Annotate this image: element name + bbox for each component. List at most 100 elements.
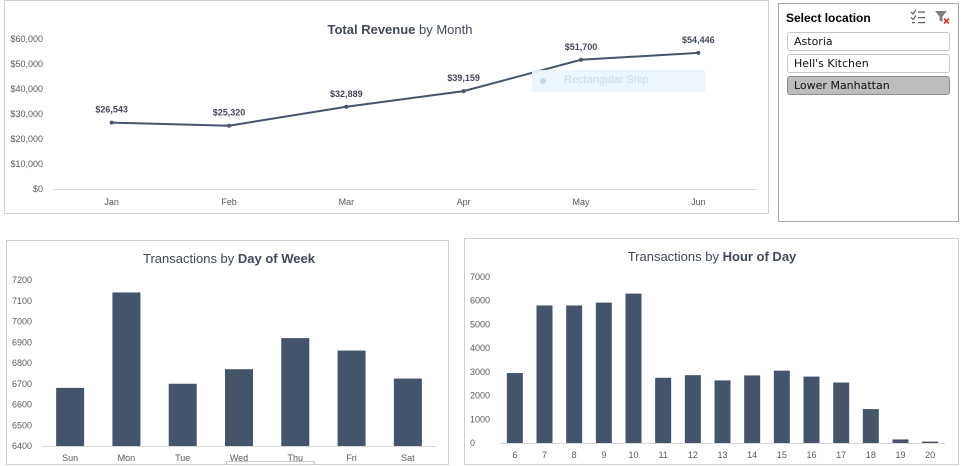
y-tick-label: 7000 (12, 317, 32, 327)
y-tick-label: 7100 (12, 296, 32, 306)
y-tick-label: $30,000 (10, 109, 43, 119)
y-tick-label: 1000 (470, 414, 490, 424)
y-tick-label: 7200 (12, 275, 32, 285)
chart-title-hour-of-day: Transactions by Hour of Day (628, 249, 797, 264)
y-tick-label: $10,000 (10, 159, 43, 169)
bar-9 (595, 302, 612, 443)
snip-label: Rectangular Snip (564, 74, 649, 86)
y-tick-label: $50,000 (10, 59, 43, 69)
revenue-chart-panel[interactable]: Total Revenue by Month $0 $10,000 $20,000 $3… (4, 0, 769, 214)
bar-Thu (281, 338, 310, 446)
x-tick-label: 14 (747, 450, 757, 460)
point-May (579, 57, 583, 62)
x-tick-label: 6 (512, 450, 517, 460)
x-tick-label: 10 (628, 450, 638, 460)
x-tick-label: May (572, 197, 590, 207)
hour-of-day-chart-panel[interactable]: Transactions by Hour of Day 0 1000 2000 3000… (464, 238, 959, 465)
y-tick-label: 6500 (12, 420, 32, 430)
x-tick-label: Jun (691, 197, 706, 207)
point-Mar (344, 104, 349, 109)
hour-of-day-chart: Transactions by Hour of Day 0 1000 2000 3000… (470, 249, 945, 460)
x-tick-label: Jan (104, 197, 119, 207)
x-tick-label: Sun (62, 453, 78, 463)
y-tick-label: 6400 (12, 441, 32, 451)
x-tick-label: 19 (895, 450, 905, 460)
y-tick-label: 6800 (12, 358, 32, 368)
x-tick-label: 13 (717, 450, 727, 460)
data-label: $54,446 (682, 35, 715, 45)
x-tick-label: Tue (175, 453, 190, 463)
slicer-title: Select location (786, 11, 871, 25)
slicer-item-astoria[interactable]: Astoria (787, 32, 950, 51)
bar-Sun (56, 387, 85, 446)
bar-Tue (168, 383, 197, 446)
y-tick-label: 4000 (470, 343, 490, 353)
bar-6 (506, 373, 523, 443)
data-label: $25,320 (213, 108, 246, 118)
point-Apr (461, 89, 466, 94)
snip-icon (540, 78, 546, 84)
bar-12 (684, 375, 701, 443)
point-Jun (696, 50, 701, 55)
x-tick-label: 17 (836, 450, 846, 460)
revenue-line (111, 51, 699, 127)
y-tick-label: 6700 (12, 379, 32, 389)
x-tick-label: Fri (346, 453, 357, 463)
clear-filter-icon[interactable] (934, 9, 950, 25)
x-tick-label: 18 (866, 450, 876, 460)
data-label: $32,889 (330, 89, 363, 99)
y-tick-label: 5000 (470, 319, 490, 329)
chart-title-day-of-week: Transactions by Day of Week (143, 251, 316, 266)
bar-11 (655, 377, 672, 443)
bar-18 (862, 409, 879, 443)
bar-13 (714, 380, 731, 443)
rectangular-snip-overlay: Rectangular Snip (532, 70, 705, 92)
y-tick-label: 2000 (470, 391, 490, 401)
y-tick-label: 6600 (12, 400, 32, 410)
location-slicer[interactable]: Select location Astoria Hell's Kitchen L… (778, 3, 959, 222)
x-tick-label: 9 (601, 450, 606, 460)
bar-20 (922, 441, 939, 443)
x-tick-label: Apr (457, 197, 471, 207)
slicer-header: Select location (779, 4, 958, 30)
x-tick-label: 12 (688, 450, 698, 460)
multi-select-icon[interactable] (910, 9, 926, 25)
bar-16 (803, 376, 820, 443)
data-label: $26,543 (95, 105, 128, 115)
y-tick-label: 3000 (470, 367, 490, 377)
chart-title-revenue: Total Revenue by Month (328, 22, 473, 37)
bar-19 (892, 439, 909, 443)
y-tick-label: $40,000 (10, 84, 43, 94)
x-tick-label: 8 (572, 450, 577, 460)
y-tick-label: 0 (470, 438, 475, 448)
x-tick-label: Wed (230, 453, 248, 463)
y-tick-label: $0 (33, 184, 43, 194)
bar-Wed (225, 369, 253, 446)
data-label: $51,700 (565, 42, 598, 52)
bar-8 (566, 305, 583, 443)
bar-Mon (112, 292, 141, 446)
y-tick-label: $20,000 (10, 134, 43, 144)
day-of-week-chart-panel[interactable]: Transactions by Day of Week 6400 6500 6600 6… (6, 240, 449, 465)
x-tick-label: Sat (401, 453, 415, 463)
y-tick-label: 6900 (12, 337, 32, 347)
x-tick-label: 20 (925, 450, 935, 460)
bar-Sat (393, 378, 422, 446)
sheet-scroll-tab[interactable] (226, 461, 315, 465)
bar-17 (833, 382, 850, 443)
x-tick-label: 11 (658, 450, 667, 460)
x-tick-label: 7 (542, 450, 547, 460)
slicer-item-lower-manhattan[interactable]: Lower Manhattan (787, 76, 950, 95)
slicer-item-hells-kitchen[interactable]: Hell's Kitchen (787, 54, 950, 73)
y-tick-label: 6000 (470, 296, 490, 306)
y-tick-label: 7000 (470, 272, 490, 282)
x-tick-label: Feb (221, 197, 237, 207)
x-tick-label: Mon (118, 453, 136, 463)
point-Feb (227, 123, 231, 128)
point-Jan (109, 120, 114, 125)
x-tick-label: Mar (339, 197, 355, 207)
x-tick-label: 16 (806, 450, 816, 460)
bar-10 (625, 293, 642, 443)
bar-Fri (337, 350, 366, 446)
y-tick-label: $60,000 (10, 34, 43, 44)
